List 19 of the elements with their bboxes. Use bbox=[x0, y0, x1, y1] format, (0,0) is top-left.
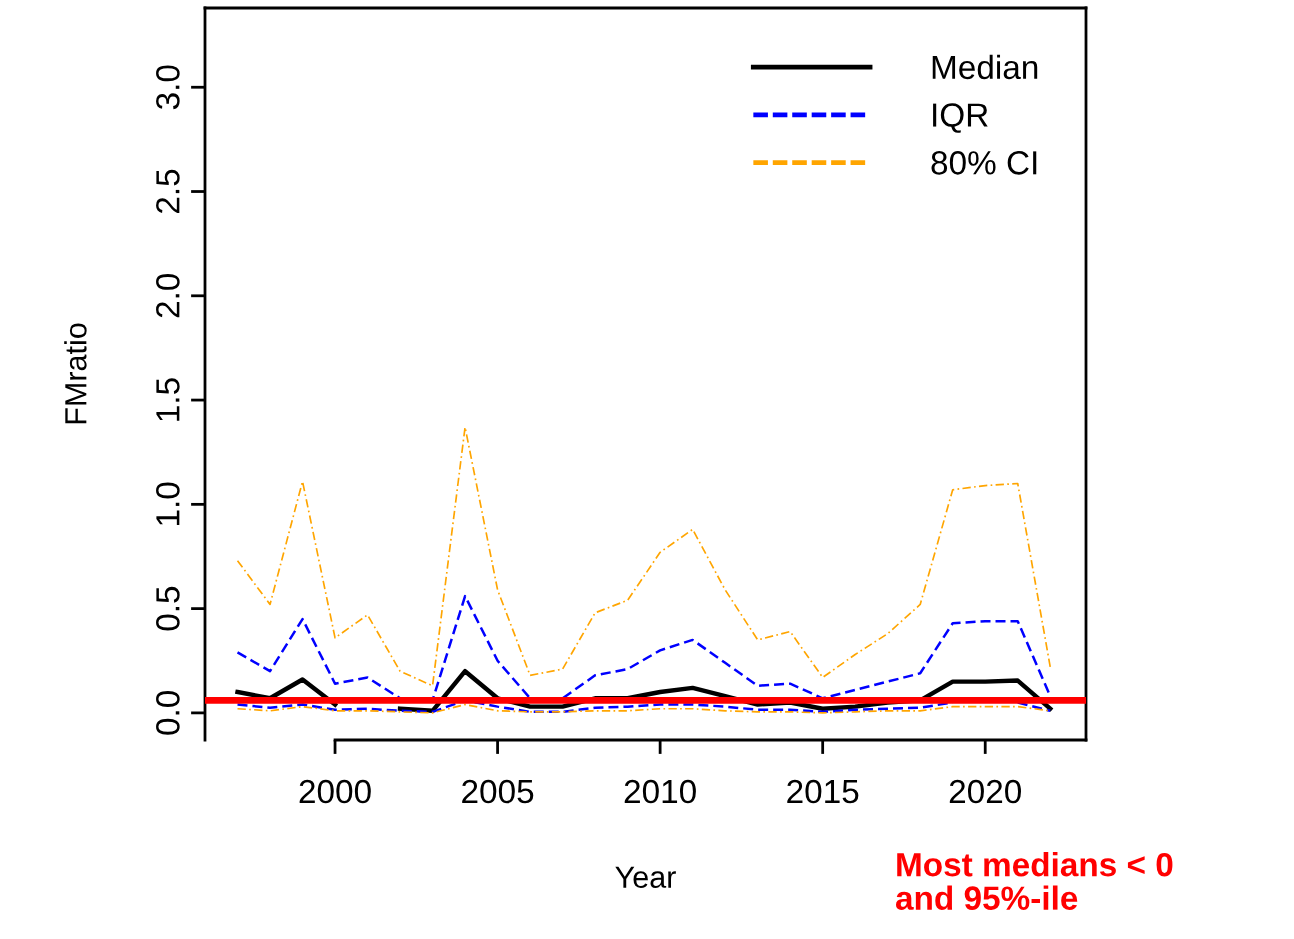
x-tick-label: 2005 bbox=[462, 779, 534, 804]
y-tick-label: 1.5 bbox=[156, 378, 180, 421]
y-tick-label: 2.0 bbox=[156, 273, 180, 318]
x-axis-title: Year bbox=[615, 866, 676, 888]
y-tick-label: 1.0 bbox=[156, 482, 180, 525]
y-tick-label: 0.5 bbox=[156, 586, 180, 631]
x-tick-label: 2015 bbox=[787, 779, 859, 804]
x-tick-label: 2020 bbox=[949, 779, 1021, 804]
x-tick-label: 2000 bbox=[299, 779, 371, 804]
legend-label: Median bbox=[932, 54, 1038, 80]
y-tick-label: 0.0 bbox=[156, 691, 180, 735]
y-tick-label: 2.5 bbox=[156, 169, 180, 214]
x-tick-label: 2010 bbox=[624, 779, 696, 804]
line-series bbox=[236, 426, 1052, 687]
y-tick-label: 3.0 bbox=[156, 65, 180, 110]
legend-label: 80% CI bbox=[931, 151, 1037, 175]
y-axis-title: FMratio bbox=[64, 323, 87, 424]
text: Most medians < 0 and 95%-ile bbox=[895, 852, 1173, 910]
legend-label: IQR bbox=[933, 103, 988, 133]
